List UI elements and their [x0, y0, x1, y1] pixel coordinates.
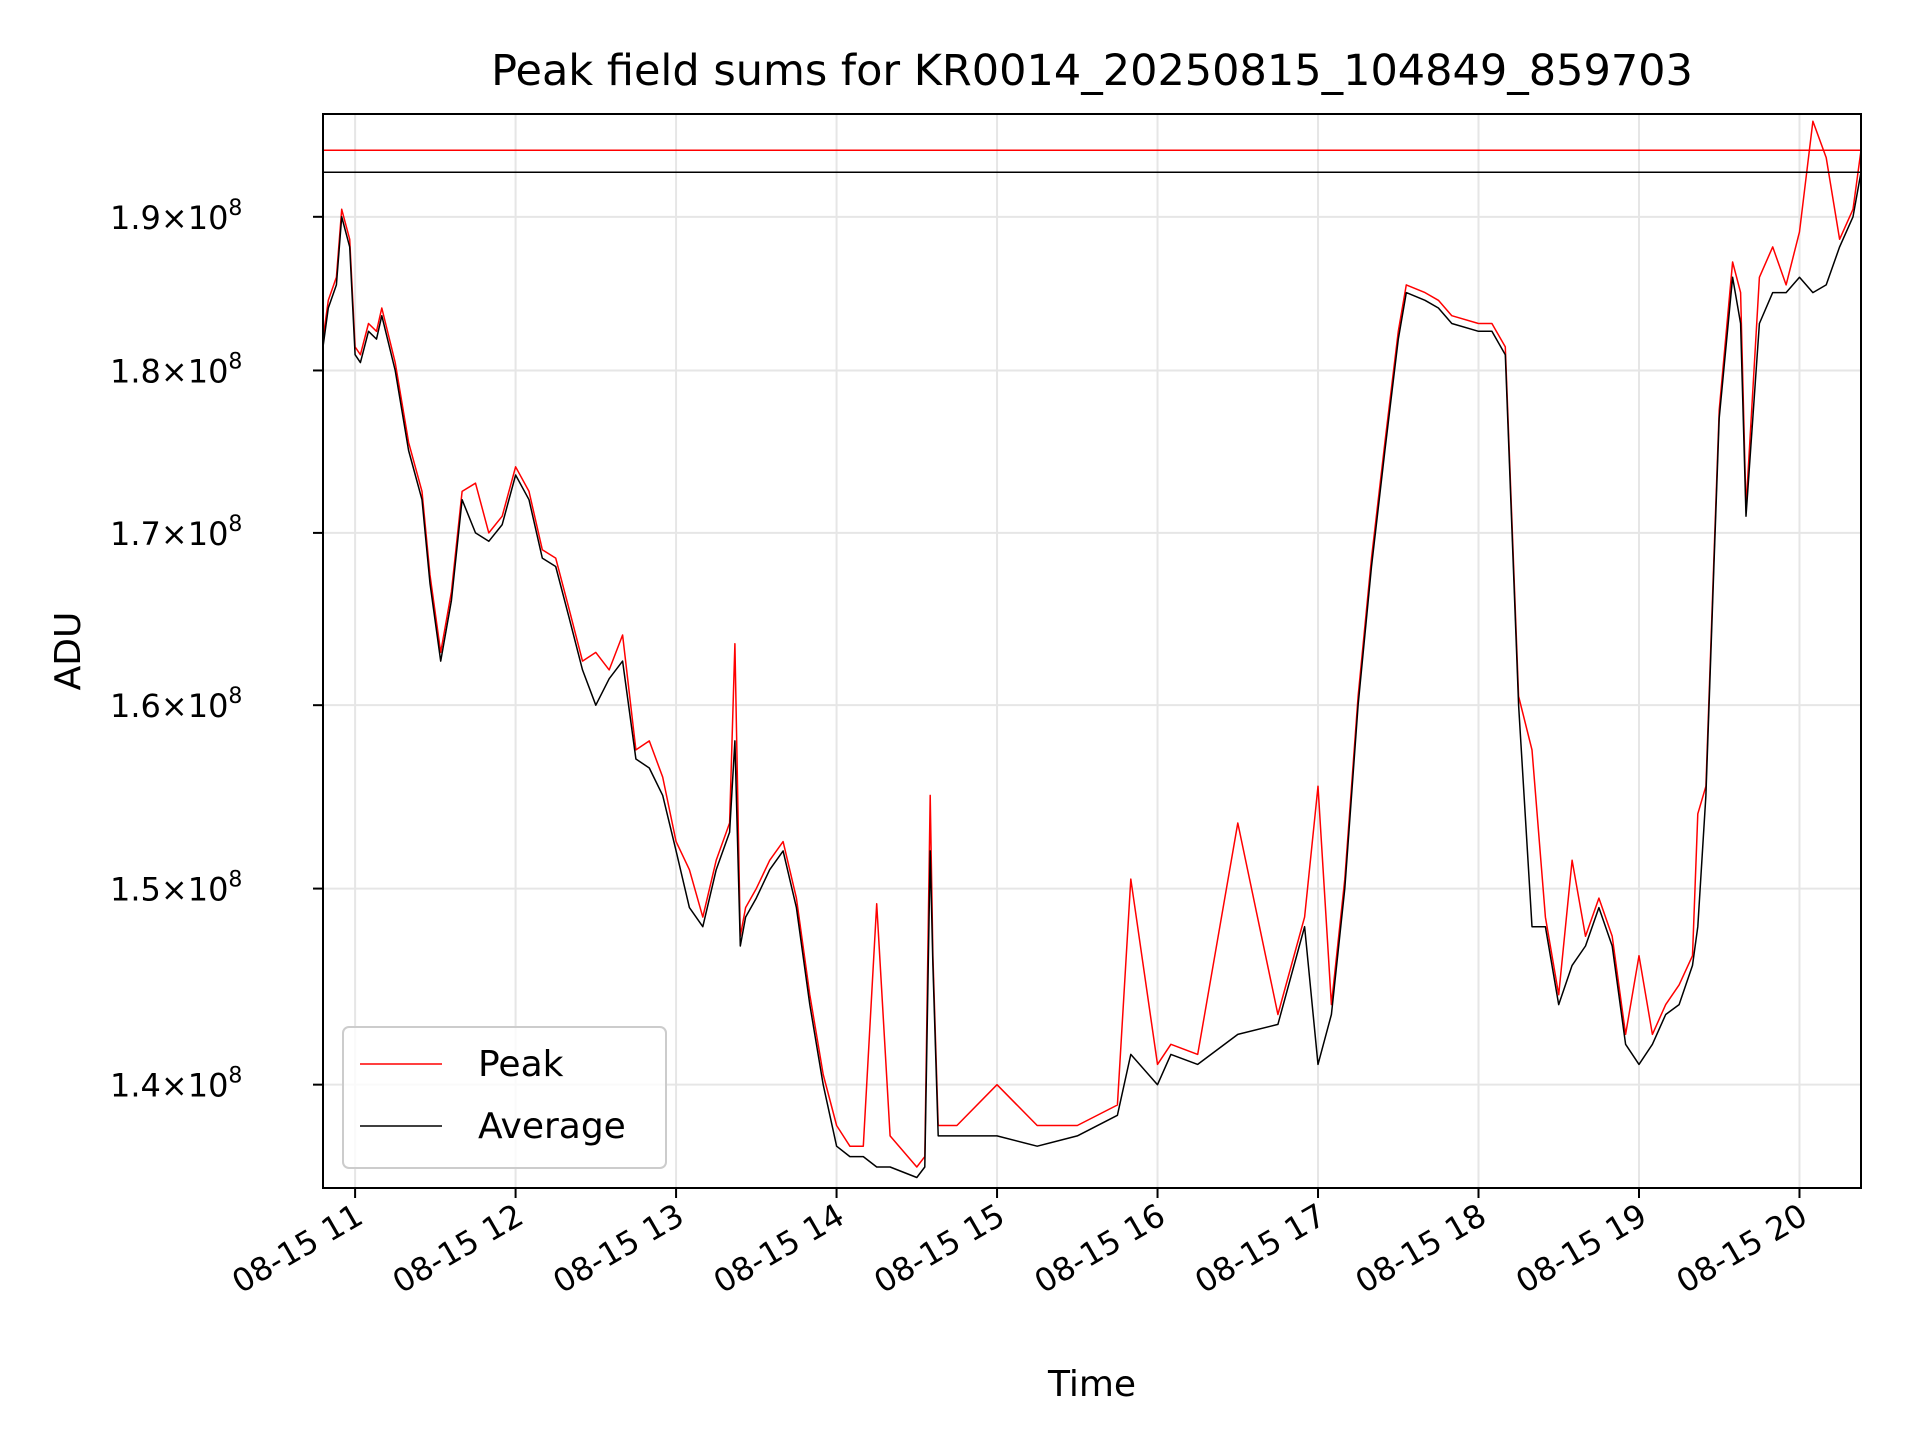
- y-tick-label: 1.9×108: [110, 196, 242, 237]
- y-axis-ticks: 1.4×108 1.5×108 1.6×108 1.7×108 1.8×108 1.9×1…: [110, 196, 323, 1105]
- plot-frame: [322, 113, 1862, 1189]
- y-tick-mantissa: 1.9: [110, 199, 161, 237]
- y-tick-mantissa: 1.4: [110, 1067, 161, 1105]
- y-tick-mantissa: 1.8: [110, 352, 161, 390]
- y-tick-exponent: 8: [228, 512, 242, 537]
- y-tick-label: 1.4×108: [110, 1064, 242, 1105]
- legend-box: [342, 1026, 667, 1169]
- y-tick-exponent: 8: [228, 349, 242, 374]
- legend: Peak Average: [342, 1026, 667, 1169]
- y-tick-exponent: 8: [228, 1064, 242, 1089]
- grid: [323, 114, 1861, 1188]
- legend-label-average: Average: [478, 1106, 626, 1147]
- y-tick-label: 1.5×108: [110, 868, 242, 909]
- y-tick-label: 1.7×108: [110, 512, 242, 553]
- y-tick-exponent: 8: [228, 684, 242, 709]
- x-axis-label: Time: [1047, 1364, 1136, 1405]
- y-axis-label: ADU: [48, 612, 89, 691]
- y-tick-exponent: 8: [228, 196, 242, 221]
- y-tick-exponent: 8: [228, 868, 242, 893]
- y-tick-label: 1.6×108: [110, 684, 242, 725]
- chart-title: Peak field sums for KR0014_20250815_1048…: [491, 46, 1693, 96]
- y-tick-mantissa: 1.7: [110, 515, 161, 553]
- legend-label-peak: Peak: [478, 1044, 564, 1085]
- y-tick-mantissa: 1.6: [110, 687, 161, 725]
- y-tick-mantissa: 1.5: [110, 871, 161, 909]
- y-tick-label: 1.8×108: [110, 349, 242, 390]
